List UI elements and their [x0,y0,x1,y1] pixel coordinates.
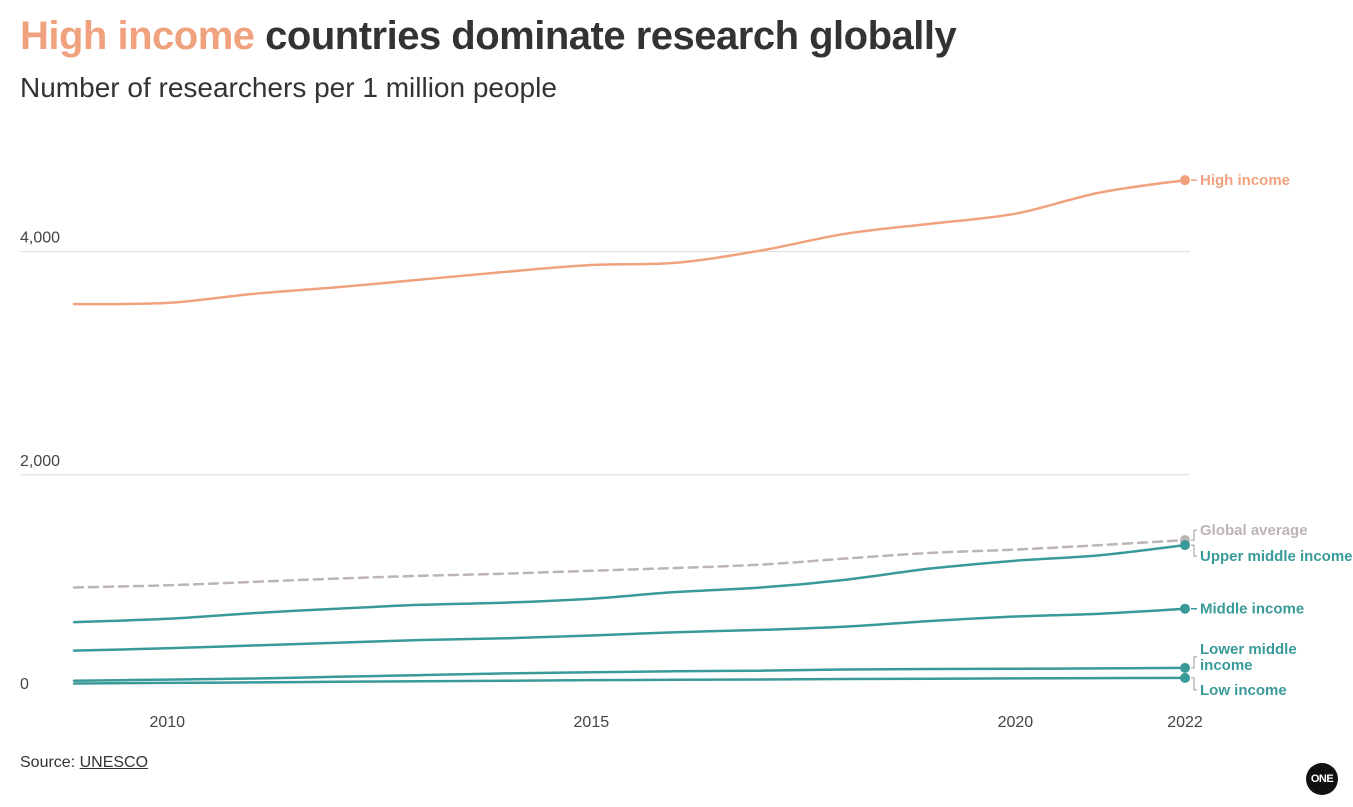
series-label-upper-middle-income: Upper middle income [1200,548,1353,565]
y-tick-label: 4,000 [20,230,60,247]
series-label-low-income: Low income [1200,682,1287,699]
chart-title: High income countries dominate research … [20,14,957,59]
y-tick-label: 2,000 [20,453,60,470]
label-connector [1191,529,1197,541]
source-prefix: Source: [20,754,80,771]
source-note: Source: UNESCO [20,754,148,772]
end-point-low-income [1180,672,1190,683]
chart-subtitle: Number of researchers per 1 million peop… [20,72,557,103]
series-line-lower-middle-income [72,666,1187,682]
title-rest: countries dominate research globally [254,14,957,58]
end-point-high-income [1180,175,1190,186]
series-line-upper-middle-income [72,543,1187,624]
series-label-high-income: High income [1200,172,1290,189]
series-line-middle-income [72,607,1187,652]
label-connector [1191,544,1197,557]
end-point-middle-income [1180,603,1190,614]
series-line-low-income [72,676,1187,685]
title-highlight: High income [20,14,255,58]
end-point-lower-middle-income [1180,662,1190,673]
series-line-global-average [72,538,1187,589]
series-label-lower-middle-income: income [1200,657,1253,674]
series-label-global-average: Global average [1200,522,1308,539]
series-label-lower-middle-income: Lower middle [1200,641,1297,658]
x-tick-label: 2022 [1167,714,1203,731]
x-tick-label: 2020 [998,714,1034,731]
one-logo: ONE [1306,763,1338,795]
series-line-high-income [72,178,1187,306]
x-tick-label: 2015 [574,714,610,731]
x-tick-label: 2010 [149,714,185,731]
y-tick-label: 0 [20,676,29,693]
label-connector [1191,656,1197,669]
label-connector [1191,677,1197,691]
end-point-upper-middle-income [1180,540,1190,551]
source-link[interactable]: UNESCO [79,754,149,771]
series-label-middle-income: Middle income [1200,601,1304,618]
